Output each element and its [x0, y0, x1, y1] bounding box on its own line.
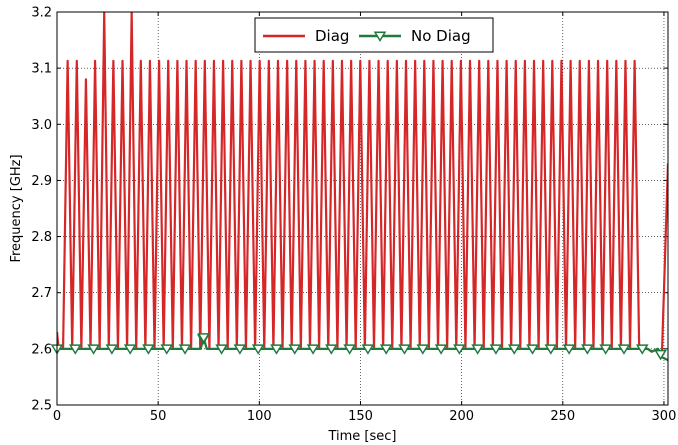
x-tick-label: 250 — [550, 409, 575, 424]
x-tick-label: 100 — [247, 409, 272, 424]
x-tick-label: 50 — [150, 409, 167, 424]
x-axis-label: Time [sec] — [327, 429, 396, 444]
legend: Diag No Diag — [255, 18, 493, 52]
x-tick-label: 0 — [53, 409, 61, 424]
y-tick-label: 2.6 — [31, 342, 52, 357]
series-line-diag — [57, 12, 668, 354]
y-tick-label: 3.1 — [31, 62, 52, 77]
y-tick-label: 3.0 — [31, 118, 52, 133]
legend-label-diag: Diag — [315, 27, 349, 45]
x-tick-label: 200 — [449, 409, 474, 424]
x-tick-label: 300 — [652, 409, 677, 424]
y-tick-label: 2.8 — [31, 230, 52, 245]
series-markers — [52, 334, 666, 359]
y-tick-label: 2.5 — [31, 399, 52, 414]
x-tick-label: 150 — [348, 409, 373, 424]
series-lines — [57, 12, 668, 360]
y-axis-label: Frequency [GHz] — [9, 154, 24, 262]
y-tick-label: 2.9 — [31, 174, 52, 189]
y-tick-label: 3.2 — [31, 6, 52, 21]
y-tick-label: 2.7 — [31, 286, 52, 301]
legend-label-no-diag: No Diag — [411, 27, 471, 45]
